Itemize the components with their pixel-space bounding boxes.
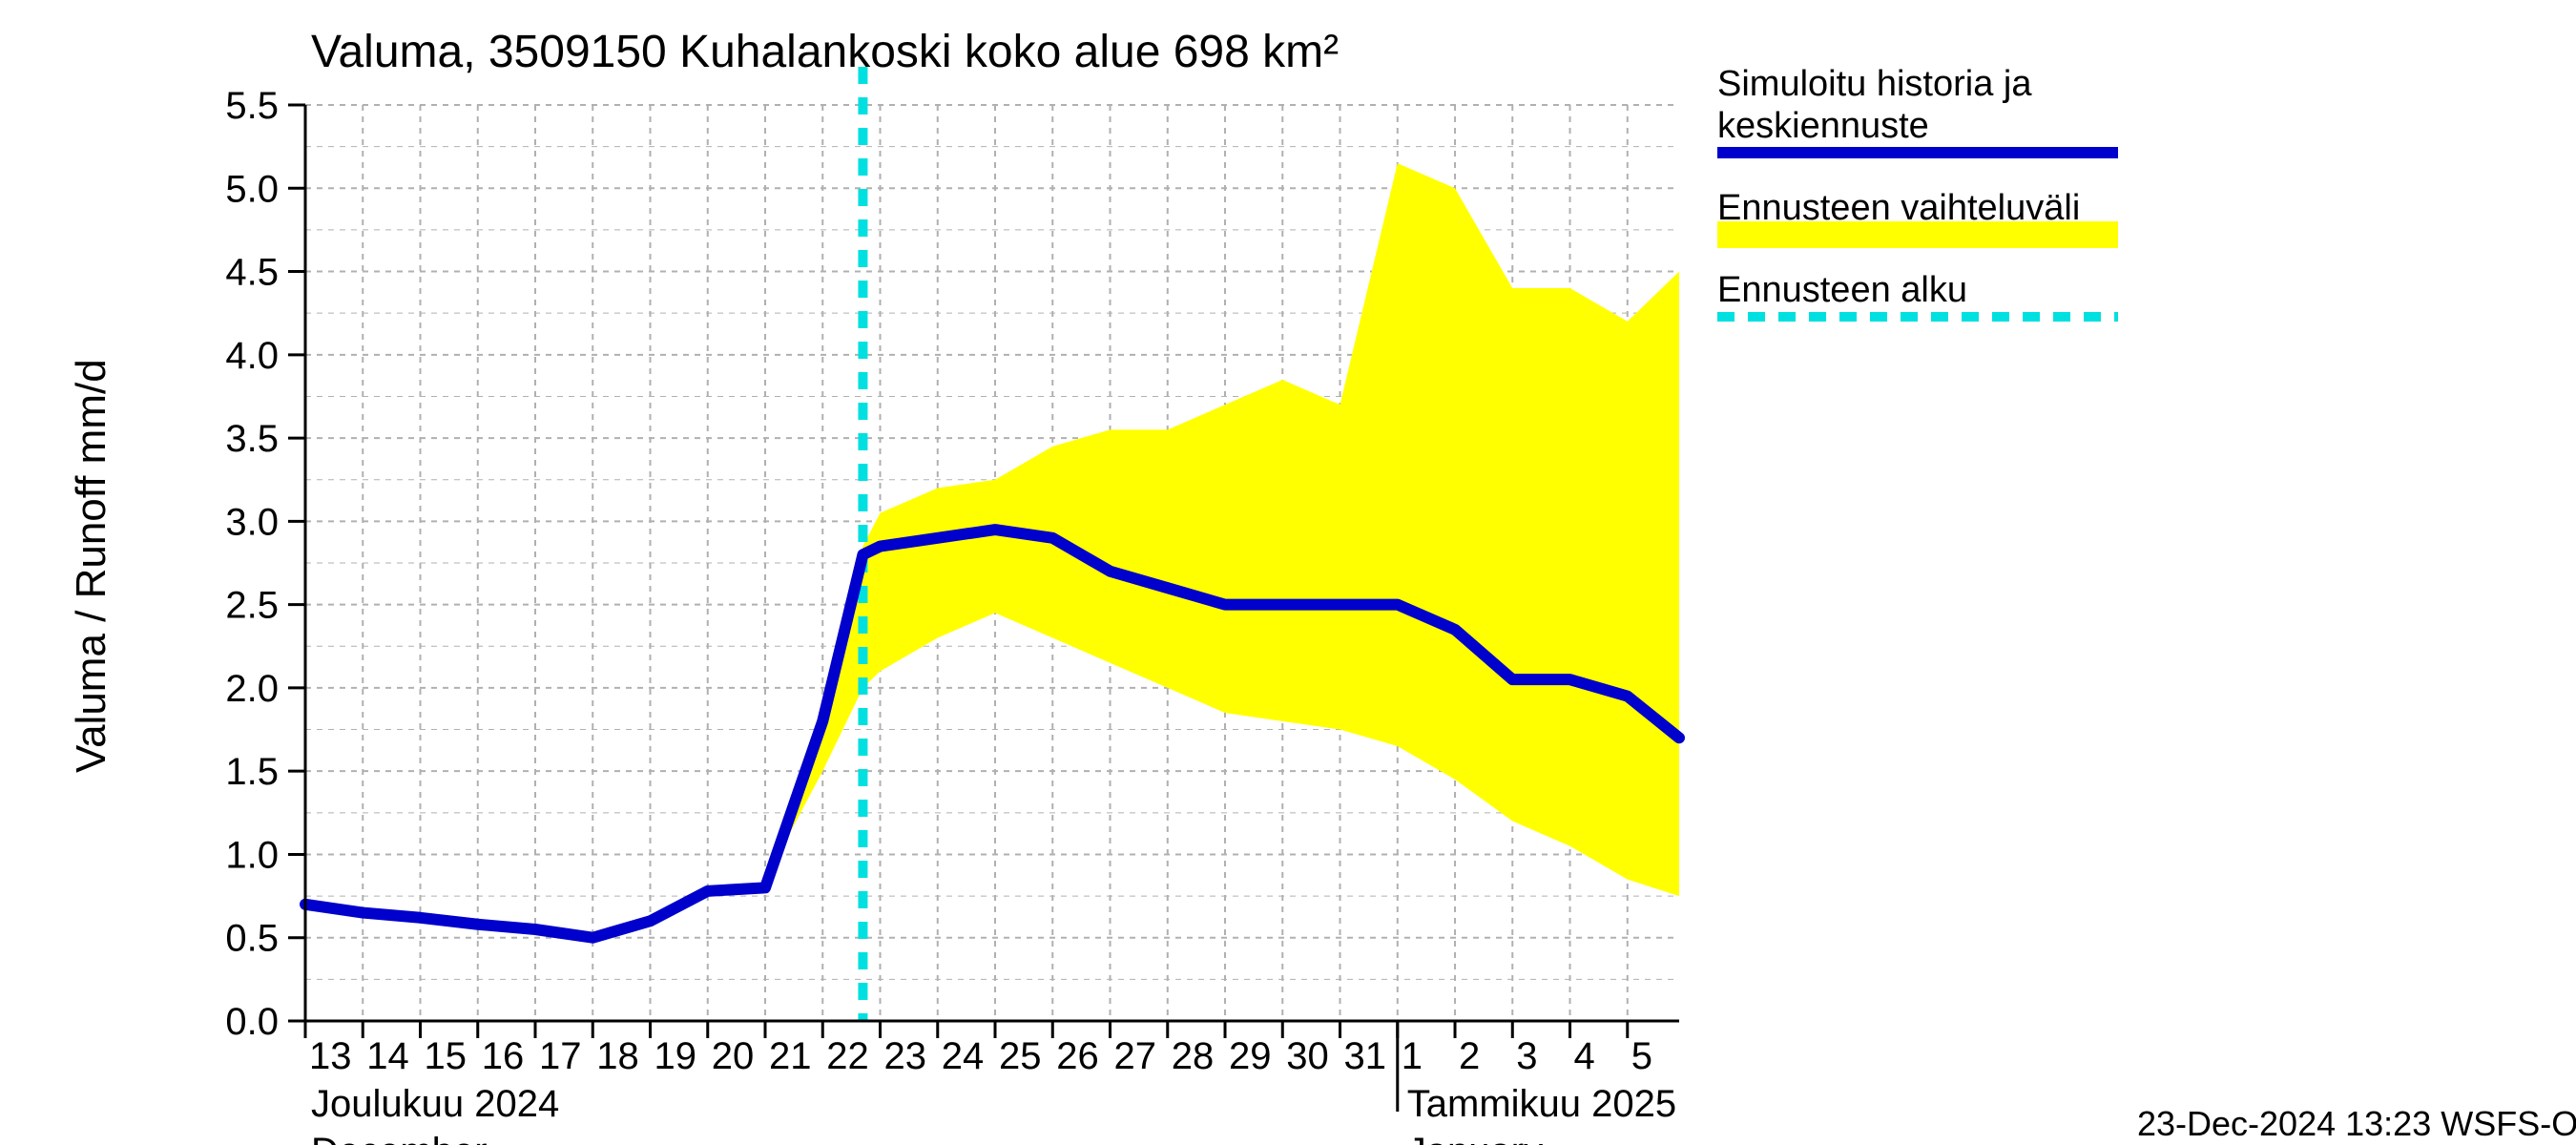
x-tick-label: 26 <box>1056 1035 1099 1077</box>
x-tick-label: 28 <box>1172 1035 1215 1077</box>
x-tick-label: 17 <box>539 1035 582 1077</box>
x-tick-label: 20 <box>712 1035 755 1077</box>
x-tick-label: 5 <box>1631 1035 1652 1077</box>
y-tick-label: 4.5 <box>225 252 279 294</box>
chart-root: 0.00.51.01.52.02.53.03.54.04.55.05.51314… <box>0 0 2576 1145</box>
y-tick-label: 1.5 <box>225 751 279 793</box>
month-label-left-bottom: December <box>311 1131 488 1145</box>
chart-svg: 0.00.51.01.52.02.53.03.54.04.55.05.51314… <box>0 0 2576 1145</box>
x-tick-label: 16 <box>482 1035 525 1077</box>
x-tick-label: 4 <box>1574 1035 1595 1077</box>
y-tick-label: 2.0 <box>225 668 279 710</box>
y-axis-label: Valuma / Runoff mm/d <box>68 359 114 773</box>
x-tick-label: 31 <box>1344 1035 1387 1077</box>
x-tick-label: 18 <box>596 1035 639 1077</box>
forecast-band-fill <box>765 163 1679 896</box>
chart-title: Valuma, 3509150 Kuhalankoski koko alue 6… <box>311 27 1339 77</box>
legend-label: Ennusteen alku <box>1717 270 1967 310</box>
x-tick-label: 15 <box>425 1035 467 1077</box>
x-tick-label: 2 <box>1459 1035 1480 1077</box>
x-tick-label: 13 <box>309 1035 352 1077</box>
y-tick-label: 1.0 <box>225 834 279 876</box>
y-tick-label: 3.5 <box>225 418 279 460</box>
x-tick-label: 22 <box>826 1035 869 1077</box>
y-tick-label: 4.0 <box>225 335 279 377</box>
y-tick-label: 2.5 <box>225 585 279 627</box>
y-tick-label: 0.5 <box>225 918 279 960</box>
legend: Simuloitu historia jakeskiennuste Ennuste… <box>1717 64 2118 317</box>
y-tick-label: 5.5 <box>225 85 279 127</box>
legend-label: keskiennuste <box>1717 106 1929 146</box>
x-tick-label: 21 <box>769 1035 812 1077</box>
x-tick-label: 29 <box>1229 1035 1272 1077</box>
x-tick-label: 3 <box>1516 1035 1537 1077</box>
y-tick-label: 3.0 <box>225 501 279 543</box>
x-tick-label: 19 <box>654 1035 697 1077</box>
x-tick-label: 27 <box>1114 1035 1157 1077</box>
y-tick-label: 0.0 <box>225 1001 279 1043</box>
x-tick-label: 1 <box>1402 1035 1423 1077</box>
legend-label: Simuloitu historia ja <box>1717 64 2032 104</box>
month-label-right-top: Tammikuu 2025 <box>1407 1083 1676 1125</box>
month-label-right-bottom: January <box>1407 1131 1543 1145</box>
month-label-left-top: Joulukuu 2024 <box>311 1083 559 1125</box>
legend-swatch-band <box>1717 221 2118 248</box>
footer-timestamp: 23-Dec-2024 13:23 WSFS-O <box>2137 1104 2576 1143</box>
x-tick-label: 23 <box>884 1035 927 1077</box>
x-tick-label: 25 <box>999 1035 1042 1077</box>
x-tick-label: 14 <box>366 1035 409 1077</box>
x-tick-label: 24 <box>942 1035 984 1077</box>
forecast-band <box>765 163 1679 896</box>
y-tick-label: 5.0 <box>225 168 279 210</box>
x-tick-label: 30 <box>1286 1035 1329 1077</box>
